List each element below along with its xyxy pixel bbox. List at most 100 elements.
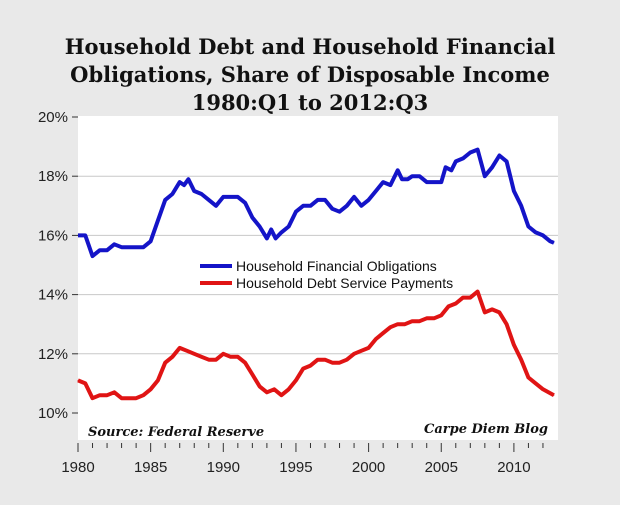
data-point bbox=[401, 178, 403, 180]
plot-background bbox=[78, 116, 558, 440]
data-point bbox=[389, 184, 391, 186]
legend-label-obligations: Household Financial Obligations bbox=[236, 258, 437, 274]
data-point bbox=[230, 356, 232, 358]
data-point bbox=[142, 246, 144, 248]
data-point bbox=[295, 379, 297, 381]
data-point bbox=[331, 208, 333, 210]
data-point bbox=[455, 160, 457, 162]
data-point bbox=[135, 397, 137, 399]
data-point bbox=[411, 320, 413, 322]
legend: Household Financial Obligations Househol… bbox=[200, 258, 453, 291]
data-point bbox=[433, 181, 435, 183]
data-point bbox=[433, 317, 435, 319]
data-point bbox=[164, 362, 166, 364]
data-point bbox=[187, 178, 189, 180]
data-point bbox=[484, 175, 486, 177]
y-tick-label: 20% bbox=[38, 109, 68, 126]
data-point bbox=[353, 353, 355, 355]
data-point bbox=[360, 205, 362, 207]
data-point bbox=[280, 394, 282, 396]
data-point bbox=[266, 237, 268, 239]
data-point bbox=[520, 205, 522, 207]
data-point bbox=[407, 178, 409, 180]
x-tick-label: 2000 bbox=[352, 459, 385, 476]
data-point bbox=[418, 175, 420, 177]
data-point bbox=[324, 199, 326, 201]
data-point bbox=[309, 365, 311, 367]
series-line-obligations bbox=[78, 147, 555, 259]
data-point bbox=[171, 356, 173, 358]
x-tick-label: 1980 bbox=[61, 459, 94, 476]
y-tick-label: 16% bbox=[38, 227, 68, 244]
data-point bbox=[469, 297, 471, 299]
data-point bbox=[215, 205, 217, 207]
data-point bbox=[542, 388, 544, 390]
x-tick-label: 1995 bbox=[279, 459, 312, 476]
data-point bbox=[113, 391, 115, 393]
data-point bbox=[331, 362, 333, 364]
y-tick-label: 18% bbox=[38, 168, 68, 185]
data-point bbox=[201, 356, 203, 358]
data-point bbox=[520, 359, 522, 361]
data-point bbox=[99, 249, 101, 251]
data-point bbox=[491, 308, 493, 310]
data-point bbox=[445, 166, 447, 168]
data-point bbox=[273, 388, 275, 390]
data-point bbox=[230, 196, 232, 198]
data-point bbox=[484, 311, 486, 313]
data-point bbox=[535, 231, 537, 233]
data-point bbox=[244, 362, 246, 364]
y-tick-label: 14% bbox=[38, 287, 68, 304]
data-point bbox=[491, 166, 493, 168]
data-point bbox=[513, 190, 515, 192]
data-point bbox=[353, 196, 355, 198]
x-tick-label: 1985 bbox=[134, 459, 167, 476]
data-point bbox=[222, 353, 224, 355]
source-note: Source: Federal Reserve bbox=[88, 425, 264, 440]
data-point bbox=[295, 211, 297, 213]
data-point bbox=[193, 353, 195, 355]
data-point bbox=[477, 149, 479, 151]
data-point bbox=[201, 193, 203, 195]
data-point bbox=[259, 385, 261, 387]
data-point bbox=[280, 231, 282, 233]
data-point bbox=[288, 226, 290, 228]
data-point bbox=[411, 175, 413, 177]
data-point bbox=[382, 332, 384, 334]
data-point bbox=[121, 397, 123, 399]
data-point bbox=[498, 154, 500, 156]
data-point bbox=[462, 157, 464, 159]
data-point bbox=[222, 196, 224, 198]
data-point bbox=[179, 347, 181, 349]
data-point bbox=[535, 382, 537, 384]
y-tick-label: 12% bbox=[38, 346, 68, 363]
data-point bbox=[99, 394, 101, 396]
data-point bbox=[266, 391, 268, 393]
data-point bbox=[397, 323, 399, 325]
data-point bbox=[426, 317, 428, 319]
data-point bbox=[527, 376, 529, 378]
data-point bbox=[360, 350, 362, 352]
data-point bbox=[164, 199, 166, 201]
data-point bbox=[251, 217, 253, 219]
data-point bbox=[397, 169, 399, 171]
data-point bbox=[426, 181, 428, 183]
data-point bbox=[389, 326, 391, 328]
data-point bbox=[404, 323, 406, 325]
data-point bbox=[92, 397, 94, 399]
data-point bbox=[462, 297, 464, 299]
data-point bbox=[513, 344, 515, 346]
data-point bbox=[251, 374, 253, 376]
data-point bbox=[244, 202, 246, 204]
data-point bbox=[549, 240, 551, 242]
data-point bbox=[121, 246, 123, 248]
data-point bbox=[171, 193, 173, 195]
data-point bbox=[324, 359, 326, 361]
data-point bbox=[346, 359, 348, 361]
data-point bbox=[84, 234, 86, 236]
data-point bbox=[135, 246, 137, 248]
data-point bbox=[418, 320, 420, 322]
credit-note: Carpe Diem Blog bbox=[424, 422, 548, 437]
